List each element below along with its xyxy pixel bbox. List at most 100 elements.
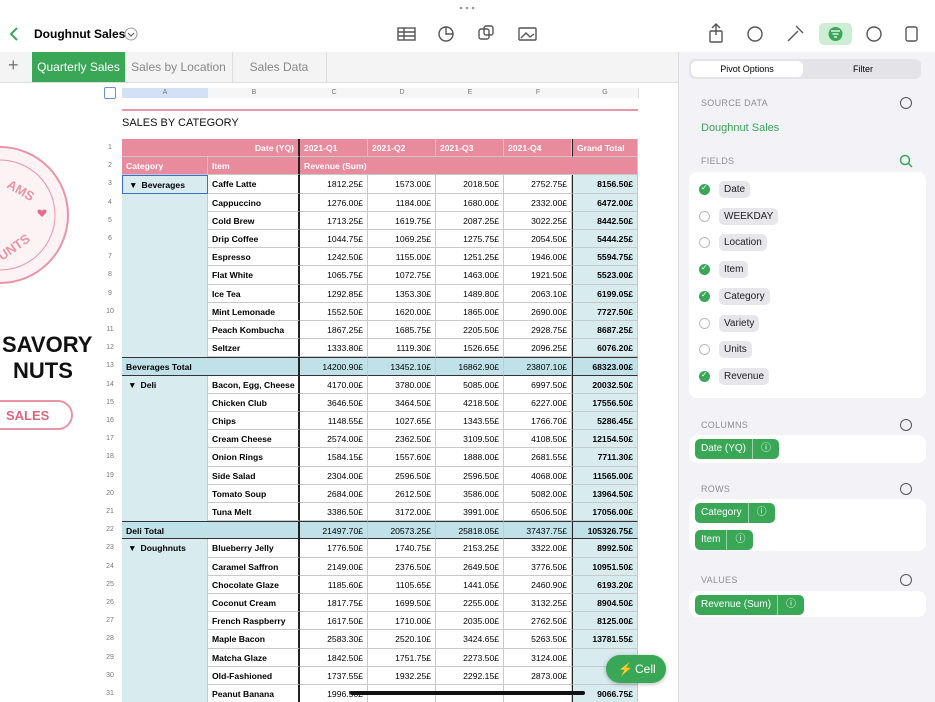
table-cell: 2153.25£ (436, 539, 504, 558)
table-cell: Caramel Saffron (208, 557, 300, 576)
row-number: 25 (106, 580, 114, 588)
field-row[interactable]: WEEKDAY (689, 207, 926, 227)
table-cell: 1242.50£ (300, 248, 368, 267)
row-number: 11 (106, 326, 114, 333)
field-check[interactable] (699, 210, 710, 222)
more-icon[interactable] (866, 26, 882, 42)
info-icon[interactable]: ⓘ (777, 595, 804, 615)
art: AMS UNTS SAVORY NUTS SALES (0, 146, 93, 430)
table-cell (122, 248, 208, 267)
field-pill[interactable]: Category (719, 287, 770, 305)
table-cell: 1105.65£ (368, 575, 436, 594)
field-check[interactable] (699, 370, 710, 382)
field-pill[interactable]: WEEKDAY (719, 207, 779, 225)
field-row[interactable]: ✓ Category (689, 287, 926, 307)
field-row[interactable]: ✓ Date (689, 180, 926, 200)
info-icon[interactable]: ⓘ (747, 503, 775, 523)
table-cell: 23807.10£ (504, 357, 572, 376)
table-cell: Item (208, 157, 300, 176)
disclosure: ▼ (128, 543, 137, 554)
field-row[interactable]: Units (689, 340, 926, 360)
field-row[interactable]: ✓ Item (689, 260, 926, 280)
field-row[interactable]: Variety (689, 314, 926, 334)
title-rule (122, 109, 638, 111)
field-check[interactable] (699, 317, 710, 329)
row-number: 17 (106, 435, 114, 443)
source-link[interactable]: Doughnut Sales (701, 122, 780, 134)
field-pill[interactable]: Variety (719, 314, 760, 332)
table-cell: 2021-Q4 (504, 139, 572, 158)
field-check[interactable] (699, 237, 710, 249)
field-row[interactable]: ✓ Revenue (689, 367, 926, 387)
columns-card: Date (YQ) ⓘ (689, 435, 926, 463)
sheet-tab[interactable]: Sales by Location (125, 52, 233, 82)
pill-label: Item (701, 534, 721, 545)
table-cell: 2690.00£ (504, 302, 572, 321)
table-cell: 7711.30£ (572, 448, 638, 467)
table-cell: 3132.25£ (504, 594, 572, 613)
sheet-tab[interactable]: Quarterly Sales (32, 52, 126, 82)
section-label: SOURCE DATA (701, 98, 768, 108)
table-cell: 1737.55£ (300, 666, 368, 685)
field-row[interactable]: Location (689, 233, 926, 253)
table-cell (122, 321, 208, 340)
table-cell: Side Salad (208, 466, 300, 485)
table-cell: 2928.75£ (504, 321, 572, 340)
table-cell: 1685.75£ (368, 321, 436, 340)
field-pill[interactable]: Date (719, 181, 751, 198)
column-header: F (504, 88, 573, 98)
table-cell: 1292.85£ (300, 284, 368, 303)
back-button[interactable] (9, 27, 18, 41)
row-number: 18 (106, 453, 114, 461)
undo-icon[interactable] (747, 26, 763, 42)
info-icon[interactable]: ⓘ (726, 530, 753, 550)
cell-button[interactable]: ⚡ Cell (606, 655, 666, 683)
table-icon[interactable] (397, 27, 416, 41)
table-cell: 1617.50£ (300, 612, 368, 631)
table-cell: 1276.00£ (300, 193, 368, 212)
table-cell: 1275.75£ (436, 230, 504, 249)
field-check[interactable] (699, 290, 710, 302)
table-cell: 2096.25£ (504, 339, 572, 358)
table-cell: Matcha Glaze (208, 648, 300, 667)
table-cell (122, 575, 208, 594)
format-icon[interactable] (787, 25, 804, 42)
field-check[interactable] (699, 264, 710, 276)
field-pill[interactable]: Date (YQ) ⓘ (695, 439, 780, 459)
field-check[interactable] (699, 184, 710, 195)
field-pill[interactable]: Units (719, 341, 752, 359)
field-pill[interactable]: Location (719, 234, 767, 252)
row-number: 14 (106, 380, 114, 388)
sheet-tab[interactable]: Sales Data (232, 52, 327, 82)
row-number: 10 (106, 307, 114, 315)
field-pill[interactable]: Revenue (Sum) ⓘ (695, 595, 805, 615)
table-cell: 4218.50£ (436, 393, 504, 412)
field-pill[interactable]: Revenue (719, 367, 770, 385)
row-number: 12 (106, 344, 114, 352)
table-cell: Caffe Latte (208, 175, 300, 194)
table-cell: 2649.50£ (436, 557, 504, 576)
field-pill[interactable]: Item ⓘ (695, 530, 754, 550)
table-cell: 3780.00£ (368, 375, 436, 394)
doc-icon[interactable] (905, 26, 918, 42)
media-icon[interactable] (518, 27, 537, 41)
table-cell: 2035.00£ (436, 612, 504, 631)
info-icon[interactable]: ⓘ (752, 439, 779, 459)
table-cell: 1946.00£ (504, 248, 572, 267)
field-pill[interactable]: Category ⓘ (695, 503, 775, 523)
field-check[interactable] (699, 344, 710, 356)
art-heading: NUTS (13, 358, 73, 383)
field-pill[interactable]: Item (719, 261, 749, 279)
table-cell (122, 230, 208, 249)
table-cell: Chips (208, 412, 300, 431)
add-sheet[interactable]: + (8, 55, 19, 75)
table-cell: 5594.75£ (572, 248, 638, 267)
table-cell: 20032.50£ (572, 375, 638, 394)
table-cell: 1072.75£ (368, 266, 436, 285)
title-menu[interactable] (124, 27, 138, 41)
table-cell: 1027.65£ (368, 412, 436, 431)
table-cell (122, 448, 208, 467)
segment[interactable]: Filter (853, 64, 873, 74)
segment[interactable]: Pivot Options (691, 61, 803, 77)
